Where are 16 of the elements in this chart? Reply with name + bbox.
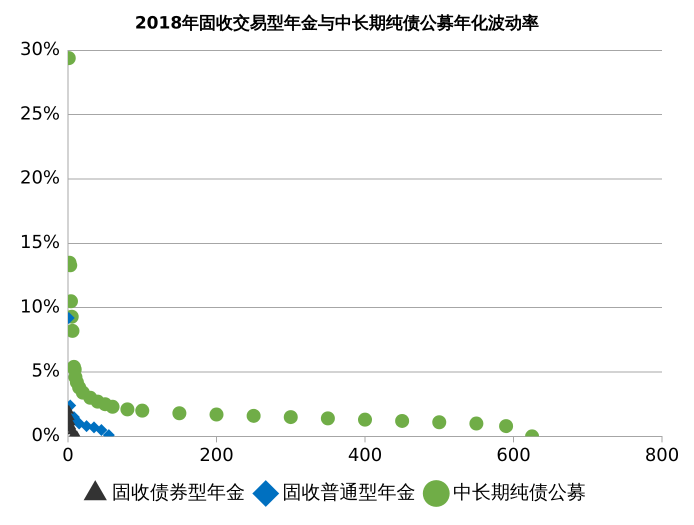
x-tick-label: 0 — [62, 444, 74, 466]
legend-label: 固收普通型年金 — [282, 481, 416, 504]
y-tick-label: 5% — [31, 360, 60, 382]
legend-label: 固收债券型年金 — [112, 481, 245, 504]
legend-label: 中长期纯债公募 — [452, 481, 586, 504]
chart-title: 2018年固收交易型年金与中长期纯债公募年化波动率 — [134, 14, 540, 34]
y-tick-label: 10% — [20, 296, 60, 318]
x-tick-label: 600 — [496, 444, 531, 466]
y-tick-label: 0% — [31, 425, 60, 446]
x-tick-label: 800 — [644, 444, 680, 466]
y-tick-label: 20% — [20, 168, 60, 189]
y-tick-label: 15% — [20, 232, 60, 254]
y-tick-label: 25% — [20, 103, 60, 124]
x-tick-label: 400 — [348, 444, 382, 466]
y-tick-label: 30% — [20, 39, 60, 60]
x-tick-label: 200 — [199, 444, 234, 466]
